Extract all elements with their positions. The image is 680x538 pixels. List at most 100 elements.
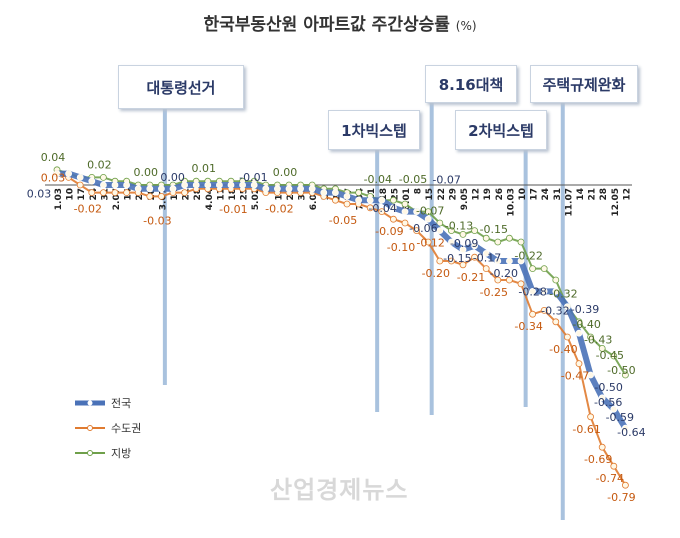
- legend-label: 수도권: [111, 421, 142, 435]
- data-label-metro: -0.01: [219, 203, 247, 216]
- x-tick-label: 2.07: [112, 188, 122, 210]
- data-point-metro: [622, 481, 629, 489]
- data-point-metro: [529, 310, 536, 318]
- x-tick-label: 25: [240, 188, 250, 201]
- data-point-nationwide: [436, 227, 444, 235]
- series-line-nationwide: [57, 170, 628, 430]
- data-point-nationwide: [88, 177, 96, 185]
- data-point-nationwide: [494, 257, 502, 265]
- data-point-metro: [471, 253, 479, 261]
- data-point-metro: [505, 276, 513, 284]
- x-tick-label: 17: [530, 188, 540, 201]
- data-point-metro: [100, 189, 107, 197]
- data-point-regional: [529, 265, 536, 273]
- legend: 전국 수도권 지방: [75, 390, 141, 465]
- x-tick-label: 8.01: [402, 188, 412, 210]
- data-label-nationwide: -0.09: [450, 237, 478, 250]
- data-point-metro: [401, 219, 409, 227]
- data-label-regional: 0.04: [41, 151, 66, 164]
- data-label-nationwide: -0.17: [473, 252, 501, 265]
- legend-item-regional: 지방: [75, 440, 141, 465]
- data-point-regional: [494, 238, 502, 246]
- data-label-metro: -0.47: [561, 370, 589, 383]
- data-label-metro: -0.34: [514, 320, 542, 333]
- x-tick-label: 25: [390, 188, 400, 201]
- data-point-nationwide: [123, 181, 130, 189]
- data-label-metro: -0.21: [457, 271, 485, 284]
- data-point-regional: [505, 234, 513, 242]
- data-point-regional: [482, 234, 490, 242]
- x-tick-label: 22: [437, 188, 447, 201]
- x-tick-label: 4.04: [205, 188, 215, 210]
- chart-title: 한국부동산원 아파트값 주간상승률 (%): [0, 10, 680, 35]
- data-point-metro: [343, 200, 351, 208]
- data-point-regional: [100, 173, 107, 181]
- data-label-metro: 0.03: [41, 172, 66, 185]
- data-point-nationwide: [471, 242, 479, 250]
- data-label-regional: -0.15: [480, 223, 508, 236]
- data-point-metro: [587, 413, 594, 421]
- data-label-metro: -0.74: [596, 472, 624, 485]
- data-point-metro: [575, 360, 583, 368]
- data-point-nationwide: [413, 208, 421, 216]
- data-point-metro: [610, 462, 618, 470]
- x-tick-label: 11.07: [564, 188, 574, 216]
- data-label-metro: -0.25: [480, 286, 508, 299]
- x-tick-label: 10: [66, 188, 76, 201]
- data-label-metro: -0.02: [74, 203, 102, 216]
- data-point-metro: [389, 215, 397, 223]
- data-label-regional: -0.07: [416, 205, 444, 218]
- data-point-nationwide: [366, 196, 374, 204]
- data-point-nationwide: [331, 189, 339, 197]
- data-point-regional: [598, 344, 606, 352]
- data-point-nationwide: [378, 196, 386, 204]
- data-point-nationwide: [401, 208, 409, 216]
- data-label-nationwide: -0.07: [432, 174, 460, 187]
- data-label-regional: 0.01: [192, 162, 217, 175]
- data-point-nationwide: [529, 287, 536, 295]
- data-label-nationwide: -0.39: [571, 303, 599, 316]
- data-point-metro: [598, 443, 606, 451]
- data-point-nationwide: [424, 215, 432, 223]
- data-point-nationwide: [157, 185, 165, 193]
- data-point-metro: [76, 181, 84, 189]
- data-point-nationwide: [552, 287, 560, 295]
- data-point-nationwide: [204, 181, 212, 189]
- data-point-nationwide: [239, 181, 247, 189]
- legend-swatch-nationwide: [75, 400, 105, 405]
- data-point-nationwide: [355, 196, 363, 204]
- data-label-metro: -0.20: [422, 267, 450, 280]
- data-label-regional: 0.02: [87, 158, 112, 171]
- data-point-metro: [111, 189, 119, 197]
- data-point-metro: [424, 238, 432, 246]
- data-label-nationwide: -0.20: [490, 267, 518, 280]
- data-label-metro: -0.69: [584, 453, 612, 466]
- data-label-nationwide: 0.00: [160, 171, 185, 184]
- data-point-metro: [123, 189, 130, 197]
- data-point-metro: [436, 257, 444, 265]
- event-label-box: 주택규제완화: [530, 65, 638, 103]
- data-point-nationwide: [320, 189, 328, 197]
- event-label-box: 2차빅스텝: [455, 110, 547, 150]
- title-text: 한국부동산원 아파트값 주간상승률: [203, 15, 450, 35]
- data-point-regional: [436, 219, 444, 227]
- x-tick-label: 24: [541, 188, 551, 201]
- data-label-nationwide: -0.04: [368, 202, 396, 215]
- data-point-nationwide: [227, 181, 235, 189]
- data-point-metro: [494, 276, 502, 284]
- data-point-nationwide: [65, 170, 72, 178]
- data-label-regional: -0.50: [607, 364, 635, 377]
- data-label-metro: -0.79: [607, 491, 635, 504]
- data-label-nationwide: -0.50: [594, 381, 622, 394]
- data-point-regional: [471, 227, 479, 235]
- x-tick-label: 28: [599, 188, 609, 201]
- data-label-regional: -0.43: [584, 333, 612, 346]
- data-point-nationwide: [308, 185, 316, 193]
- data-label-metro: -0.61: [572, 423, 600, 436]
- data-label-nationwide: -0.28: [518, 285, 546, 298]
- x-tick-label: 6.06: [309, 188, 319, 210]
- data-label-regional: -0.45: [596, 349, 624, 362]
- data-label-nationwide: -0.59: [606, 411, 634, 424]
- data-point-nationwide: [76, 173, 84, 181]
